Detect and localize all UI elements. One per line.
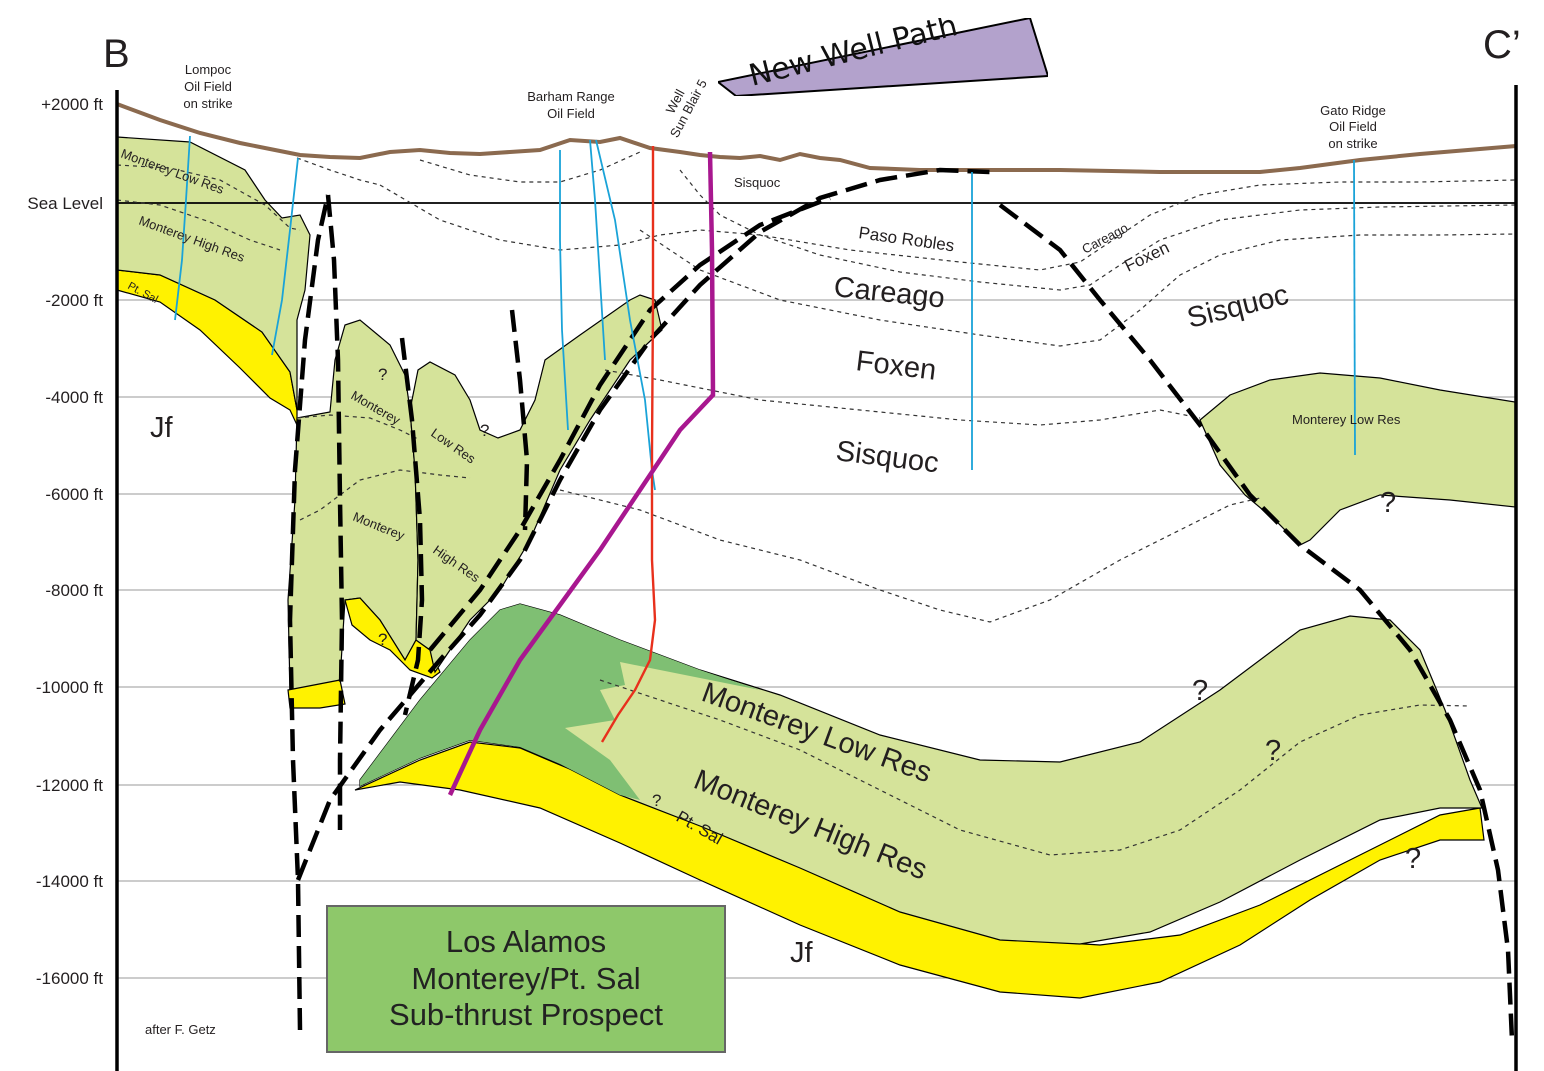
corner-label-right: C’ [1483, 23, 1521, 67]
question-mark: ? [1380, 487, 1396, 519]
depth-label: -16000 ft [36, 969, 103, 988]
field-label-gato: Gato Ridge Oil Field on strike [1320, 103, 1386, 151]
prospect-label-box: Los Alamos Monterey/Pt. Sal Sub-thrust P… [326, 905, 726, 1053]
sun-blair-5-well [600, 146, 657, 743]
label-careago: Careago [832, 271, 946, 314]
field-label-line: on strike [1328, 136, 1377, 151]
field-label-well: Well Sun Blair 5 [663, 77, 710, 140]
question-mark: ? [378, 630, 387, 649]
depth-label: -4000 ft [45, 388, 103, 407]
label-careago-right: Careago [1079, 220, 1130, 257]
question-mark: ? [1405, 843, 1421, 875]
label-sisquoc: Sisquoc [834, 435, 940, 479]
depth-label: +2000 ft [41, 95, 103, 114]
new-well-path-callout: New Well Path [718, 18, 1048, 96]
label-jf-left: Jf [150, 412, 174, 444]
left-monterey-block [116, 136, 311, 426]
label-sisquoc-top: Sisquoc [734, 175, 781, 190]
field-label-line: Gato Ridge [1320, 103, 1386, 118]
depth-label: -12000 ft [36, 776, 103, 795]
corner-label-left: B [103, 32, 130, 76]
label-monterey-low-res-right: Monterey Low Res [1292, 412, 1401, 427]
depth-axis: +2000 ft Sea Level -2000 ft -4000 ft -60… [27, 95, 103, 988]
label-sisquoc-right: Sisquoc [1184, 279, 1292, 335]
right-monterey [1199, 372, 1516, 546]
new-well-path-line [447, 151, 716, 796]
question-mark: ? [378, 365, 387, 384]
label-jf-bottom: Jf [790, 937, 814, 969]
depth-label: -8000 ft [45, 581, 103, 600]
prospect-line: Monterey/Pt. Sal [411, 960, 641, 996]
depth-label: Sea Level [27, 194, 103, 213]
label-foxen: Foxen [854, 345, 938, 387]
label-foxen-right: Foxen [1121, 238, 1172, 276]
depth-label: -10000 ft [36, 678, 103, 697]
credit-text: after F. Getz [145, 1022, 216, 1037]
uncertainty-marks: ? ? ? ? ? ? ? ? [378, 365, 1421, 875]
field-label-line: on strike [183, 96, 232, 111]
depth-label: -6000 ft [45, 485, 103, 504]
question-mark: ? [480, 421, 489, 440]
field-label-line: Oil Field [1329, 119, 1377, 134]
field-label-line: Oil Field [547, 106, 595, 121]
field-label-line: Oil Field [184, 79, 232, 94]
label-paso-robles: Paso Robles [857, 223, 955, 255]
prospect-line: Sub-thrust Prospect [389, 997, 663, 1033]
field-label-barham: Barham Range Oil Field [527, 89, 614, 121]
depth-label: -2000 ft [45, 291, 103, 310]
field-label-lompoc: Lompoc Oil Field on strike [183, 62, 232, 111]
prospect-line: Los Alamos [445, 924, 607, 960]
question-mark: ? [652, 791, 661, 810]
field-label-line: Barham Range [527, 89, 614, 104]
main-monterey [354, 603, 1485, 999]
faults [287, 167, 1515, 1041]
question-mark: ? [1192, 675, 1208, 707]
question-mark: ? [1265, 735, 1281, 767]
depth-label: -14000 ft [36, 872, 103, 891]
field-label-line: Lompoc [185, 62, 232, 77]
ground-surface-line [116, 102, 1517, 174]
